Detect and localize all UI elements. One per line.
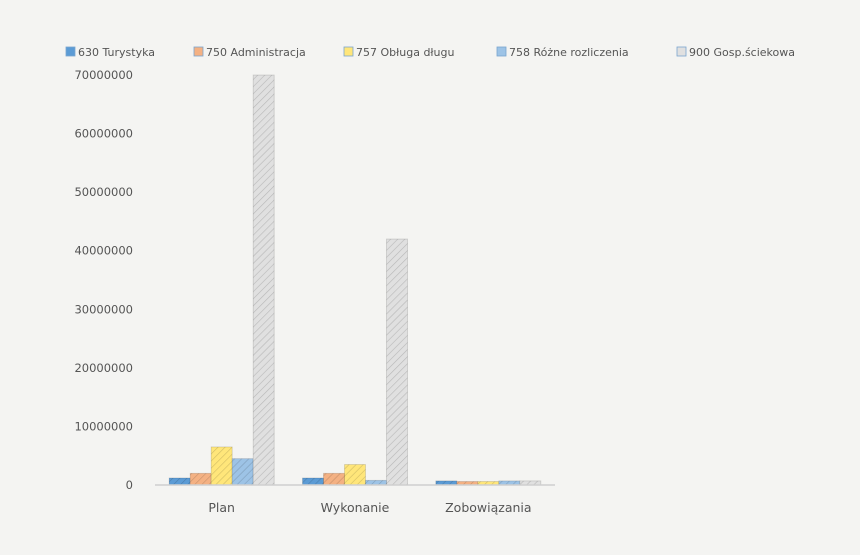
legend-swatch — [193, 46, 204, 57]
y-tick-label: 10000000 — [74, 419, 133, 433]
y-tick-label: 0 — [126, 478, 133, 492]
y-tick-label: 40000000 — [74, 244, 133, 258]
bar-hatch — [211, 446, 233, 485]
bar-hatch — [435, 480, 457, 485]
legend-item: 750 Administracja — [193, 46, 306, 59]
bar-hatch — [323, 473, 345, 485]
bar-hatch — [498, 480, 520, 485]
y-tick-label: 70000000 — [74, 68, 133, 82]
x-category-label: Plan — [208, 500, 235, 515]
bar-hatch — [232, 458, 254, 485]
legend-item: 757 Obługa długu — [343, 46, 454, 59]
bar-hatch — [365, 480, 387, 485]
chart-legend: 630 Turystyka 750 Administracja 757 Obługa… — [65, 46, 795, 59]
bar-hatch — [169, 477, 191, 485]
bar-hatch — [253, 75, 275, 485]
legend-label: 630 Turystyka — [78, 46, 155, 59]
legend-item: 758 Różne rozliczenia — [496, 46, 629, 59]
bar-hatch — [477, 481, 499, 485]
y-axis: 0 10000000 20000000 30000000 40000000 5000000… — [74, 68, 133, 492]
legend-label: 757 Obługa długu — [356, 46, 454, 59]
bar-hatch — [190, 473, 212, 485]
legend-swatch — [676, 46, 687, 57]
bar-hatch — [302, 477, 324, 485]
y-tick-label: 50000000 — [74, 185, 133, 199]
legend-item: 630 Turystyka — [65, 46, 155, 59]
x-category-label: Zobowiązania — [445, 500, 531, 515]
legend-item: 900 Gosp.ściekowa — [676, 46, 795, 59]
x-category-label: Wykonanie — [321, 500, 390, 515]
bar-hatch — [519, 480, 541, 485]
x-axis: Plan Wykonanie Zobowiązania — [208, 500, 531, 515]
bar-hatch — [344, 464, 366, 485]
bars-group — [168, 74, 542, 486]
legend-swatch — [343, 46, 354, 57]
legend-swatch — [496, 46, 507, 57]
y-tick-label: 20000000 — [74, 361, 133, 375]
legend-label: 900 Gosp.ściekowa — [689, 46, 795, 59]
y-tick-label: 60000000 — [74, 127, 133, 141]
y-tick-label: 30000000 — [74, 302, 133, 316]
legend-swatch — [65, 46, 76, 57]
bar-hatch — [386, 239, 408, 485]
legend-label: 750 Administracja — [206, 46, 306, 59]
bar-hatch — [456, 481, 478, 485]
legend-label: 758 Różne rozliczenia — [509, 46, 629, 59]
